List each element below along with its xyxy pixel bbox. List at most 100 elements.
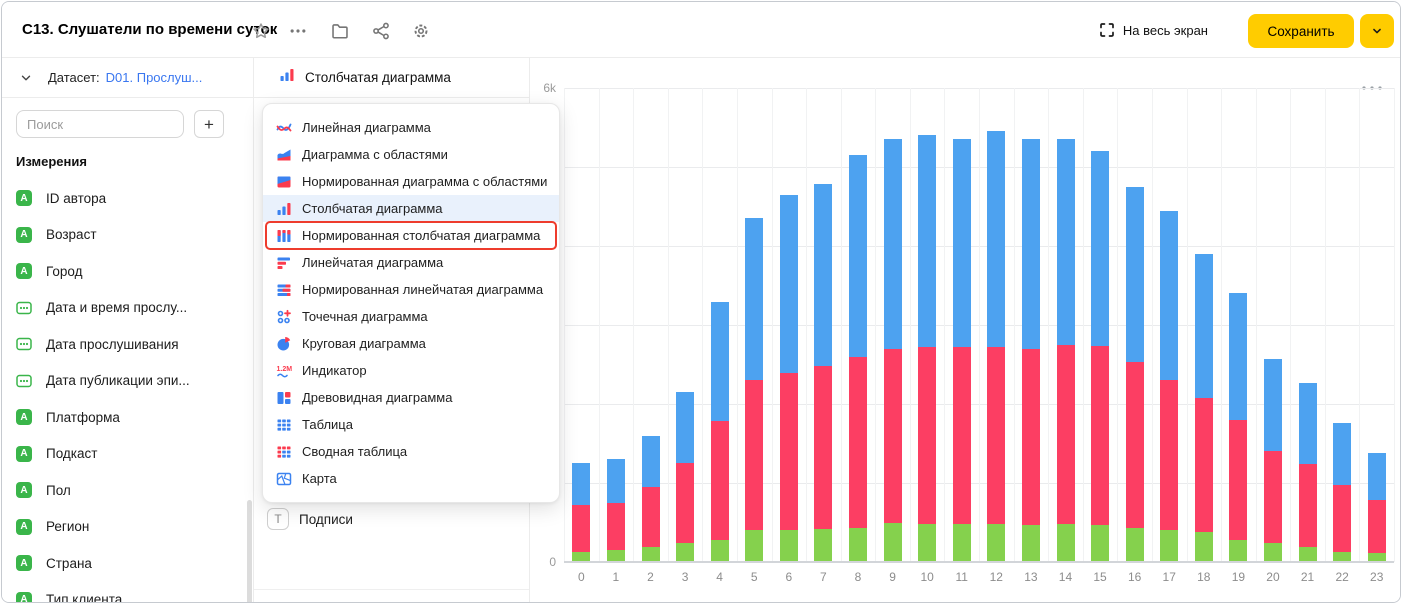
dataset-link[interactable]: D01. Прослуш... <box>105 70 203 85</box>
dataset-field-item[interactable]: Дата публикации эпи... <box>2 363 253 400</box>
bar-segment-middle-pink[interactable] <box>710 421 729 540</box>
bar-segment-bottom-green[interactable] <box>745 530 764 562</box>
bar-segment-bottom-green[interactable] <box>779 529 798 562</box>
bar-segment-top-blue[interactable] <box>606 459 625 503</box>
bar-segment-top-blue[interactable] <box>710 302 729 422</box>
bar-segment-bottom-green[interactable] <box>710 539 729 562</box>
bar-segment-middle-pink[interactable] <box>1125 362 1144 528</box>
chart-type-option-indicator[interactable]: 1.2M Индикатор <box>263 357 559 384</box>
bar-segment-bottom-green[interactable] <box>952 524 971 562</box>
dataset-field-item[interactable]: Дата и время прослу... <box>2 290 253 327</box>
bar-segment-middle-pink[interactable] <box>918 347 937 525</box>
chart-type-option-scatter-chart[interactable]: Точечная диаграмма <box>263 303 559 330</box>
bar-segment-middle-pink[interactable] <box>572 505 591 552</box>
bar-segment-middle-pink[interactable] <box>1091 346 1109 525</box>
bar-segment-top-blue[interactable] <box>1091 151 1109 347</box>
bar-segment-middle-pink[interactable] <box>676 463 694 543</box>
bar-segment-top-blue[interactable] <box>572 463 591 506</box>
bar-segment-middle-pink[interactable] <box>1333 485 1352 552</box>
bar-segment-top-blue[interactable] <box>987 130 1006 348</box>
chart-type-option-pie-chart[interactable]: Круговая диаграмма <box>263 330 559 357</box>
dataset-field-item[interactable]: A Платформа <box>2 399 253 436</box>
bar-segment-top-blue[interactable] <box>1021 139 1040 349</box>
dataset-field-item[interactable]: Дата прослушивания <box>2 326 253 363</box>
bar-segment-bottom-green[interactable] <box>1367 553 1386 562</box>
bar-segment-top-blue[interactable] <box>1298 382 1317 464</box>
bar-segment-middle-pink[interactable] <box>745 380 764 531</box>
bar-segment-middle-pink[interactable] <box>1021 348 1040 525</box>
bar-segment-bottom-green[interactable] <box>814 528 833 562</box>
dataset-field-item[interactable]: A Город <box>2 253 253 290</box>
bar-segment-top-blue[interactable] <box>849 155 867 357</box>
bar-segment-top-blue[interactable] <box>918 135 937 348</box>
sidebar-scrollbar[interactable] <box>247 500 252 602</box>
bar-segment-top-blue[interactable] <box>641 435 660 487</box>
bar-segment-middle-pink[interactable] <box>779 373 798 530</box>
dataset-field-item[interactable]: A Возраст <box>2 217 253 254</box>
bar-segment-bottom-green[interactable] <box>641 547 660 562</box>
chart-type-option-normalized-column-chart[interactable]: Нормированная столбчатая диаграмма <box>263 221 559 250</box>
bar-segment-middle-pink[interactable] <box>1194 397 1213 532</box>
labels-setting-row[interactable]: T Подписи <box>267 508 353 530</box>
bar-segment-top-blue[interactable] <box>1229 293 1248 420</box>
bar-segment-middle-pink[interactable] <box>641 487 660 547</box>
folder-icon[interactable] <box>331 22 349 40</box>
bar-segment-top-blue[interactable] <box>1194 253 1213 398</box>
bar-segment-middle-pink[interactable] <box>883 348 902 524</box>
bar-segment-middle-pink[interactable] <box>1056 344 1075 525</box>
chart-type-option-normalized-area-chart[interactable]: Нормированная диаграмма с областями <box>263 168 559 195</box>
chart-type-option-line-chart[interactable]: Линейная диаграмма <box>263 114 559 141</box>
bar-segment-bottom-green[interactable] <box>1091 524 1109 562</box>
chart-type-option-treemap[interactable]: Древовидная диаграмма <box>263 384 559 411</box>
share-icon[interactable] <box>372 22 390 40</box>
bar-segment-top-blue[interactable] <box>1056 139 1075 345</box>
dataset-field-item[interactable]: A Пол <box>2 472 253 509</box>
bar-segment-bottom-green[interactable] <box>1264 543 1282 562</box>
bar-segment-bottom-green[interactable] <box>1229 539 1248 562</box>
bar-segment-middle-pink[interactable] <box>1229 419 1248 540</box>
bar-segment-bottom-green[interactable] <box>1333 551 1352 562</box>
bar-segment-top-blue[interactable] <box>952 139 971 348</box>
bar-segment-top-blue[interactable] <box>676 392 694 464</box>
dataset-field-item[interactable]: A Страна <box>2 545 253 582</box>
bar-segment-middle-pink[interactable] <box>1298 464 1317 547</box>
bar-segment-bottom-green[interactable] <box>1160 529 1179 562</box>
bar-segment-middle-pink[interactable] <box>952 347 971 525</box>
save-button[interactable]: Сохранить <box>1248 14 1354 48</box>
more-actions-icon[interactable] <box>289 22 307 40</box>
chart-type-option-table[interactable]: Таблица <box>263 411 559 438</box>
bar-segment-top-blue[interactable] <box>1125 186 1144 363</box>
bar-segment-top-blue[interactable] <box>1333 423 1352 486</box>
add-field-button[interactable]: + <box>194 110 224 138</box>
bar-segment-middle-pink[interactable] <box>1160 380 1179 530</box>
fullscreen-control[interactable]: На весь экран <box>1099 2 1208 58</box>
dataset-field-item[interactable]: A Подкаст <box>2 436 253 473</box>
bar-segment-bottom-green[interactable] <box>676 543 694 562</box>
bar-segment-middle-pink[interactable] <box>814 366 833 529</box>
bar-segment-middle-pink[interactable] <box>606 502 625 551</box>
favorite-star-icon[interactable] <box>252 22 270 40</box>
bar-segment-bottom-green[interactable] <box>918 524 937 562</box>
bar-segment-middle-pink[interactable] <box>1367 500 1386 554</box>
bar-segment-bottom-green[interactable] <box>1194 532 1213 562</box>
chart-type-selector[interactable]: Столбчатая диаграмма <box>254 58 529 98</box>
bar-segment-top-blue[interactable] <box>814 184 833 367</box>
dataset-field-item[interactable]: A ID автора <box>2 180 253 217</box>
collapse-chevron-icon[interactable] <box>19 71 33 85</box>
bar-segment-top-blue[interactable] <box>1264 359 1282 451</box>
chart-type-option-map[interactable]: Карта <box>263 465 559 492</box>
bar-segment-bottom-green[interactable] <box>1021 524 1040 562</box>
bar-segment-bottom-green[interactable] <box>849 528 867 562</box>
bar-segment-middle-pink[interactable] <box>987 347 1006 525</box>
dataset-field-item[interactable]: A Регион <box>2 509 253 546</box>
bar-segment-top-blue[interactable] <box>1160 210 1179 381</box>
chart-type-option-area-chart[interactable]: Диаграмма с областями <box>263 141 559 168</box>
bar-segment-bottom-green[interactable] <box>572 551 591 562</box>
bar-segment-bottom-green[interactable] <box>883 523 902 562</box>
bar-segment-bottom-green[interactable] <box>1125 528 1144 562</box>
settings-gear-icon[interactable] <box>412 22 430 40</box>
chart-type-option-bar-chart[interactable]: Линейчатая диаграмма <box>263 249 559 276</box>
save-dropdown-button[interactable] <box>1360 14 1394 48</box>
bar-segment-top-blue[interactable] <box>745 218 764 381</box>
chart-type-option-normalized-bar-chart[interactable]: Нормированная линейчатая диаграмма <box>263 276 559 303</box>
